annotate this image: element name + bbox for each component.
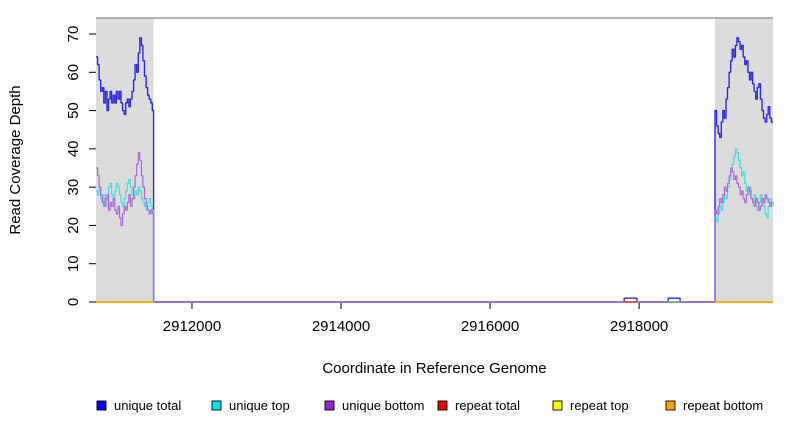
legend-swatch-unique-top: [211, 400, 222, 411]
y-tick-label: 50: [65, 102, 82, 119]
legend-swatch-repeat-total: [437, 400, 448, 411]
legend-label-repeat-top: repeat top: [570, 398, 629, 413]
y-tick-label: 30: [65, 179, 82, 196]
legend-swatch-unique-bottom: [324, 400, 335, 411]
series-line-unique_top: [96, 148, 774, 303]
legend-label-repeat-total: repeat total: [455, 398, 520, 413]
y-tick-label: 70: [65, 26, 82, 43]
y-tick-label: 40: [65, 141, 82, 158]
x-tick-label: 2918000: [610, 318, 668, 335]
y-axis-label: Read Coverage Depth: [7, 85, 24, 234]
repeat-region-right: [715, 18, 773, 302]
legend-swatch-repeat-top: [552, 400, 563, 411]
y-tick-label: 20: [65, 217, 82, 234]
legend-label-unique-total: unique total: [114, 398, 181, 413]
y-tick-label: 10: [65, 255, 82, 272]
y-tick-label: 60: [65, 64, 82, 81]
x-axis-label: Coordinate in Reference Genome: [322, 360, 546, 377]
x-tick-label: 2914000: [312, 318, 370, 335]
x-tick-label: 2912000: [163, 318, 221, 335]
legend-swatch-unique-total: [96, 400, 107, 411]
x-tick-label: 2916000: [461, 318, 519, 335]
series-line-unique_bottom: [96, 152, 773, 303]
series-line-unique_total: [96, 37, 773, 303]
y-tick-label: 0: [65, 298, 82, 306]
legend-label-repeat-bottom: repeat bottom: [683, 398, 763, 413]
legend-label-unique-top: unique top: [229, 398, 290, 413]
legend-swatch-repeat-bottom: [665, 400, 676, 411]
legend-label-unique-bottom: unique bottom: [342, 398, 424, 413]
